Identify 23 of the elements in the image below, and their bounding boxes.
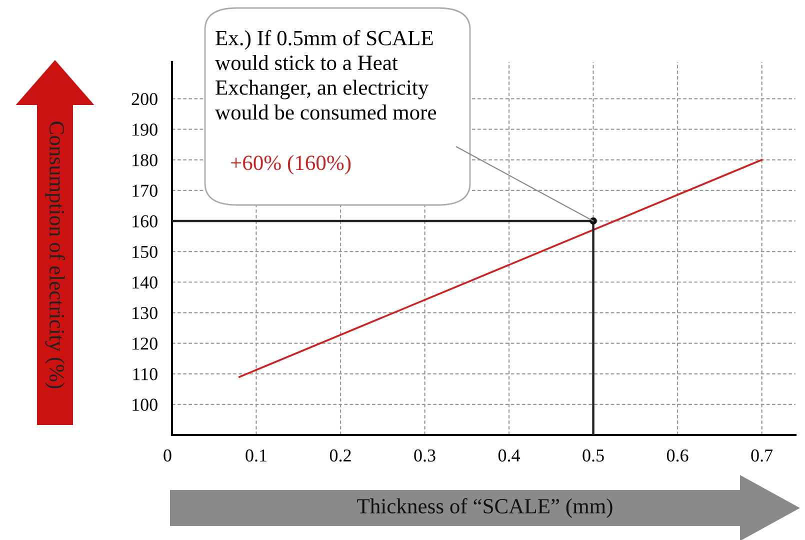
x-axis-title: Thickness of “SCALE” (mm) <box>357 498 612 518</box>
x-tick-label: 0.5 <box>582 449 604 462</box>
y-tick-label: 190 <box>132 124 158 136</box>
y-tick-label: 140 <box>132 276 158 289</box>
y-tick-label: 180 <box>132 154 158 166</box>
y-tick-label: 200 <box>132 92 158 106</box>
x-tick-label: 0.3 <box>414 449 436 462</box>
x-tick-label: 0.6 <box>666 449 688 462</box>
y-tick-label: 110 <box>133 368 158 380</box>
y-axis-title: Consumption of electricity (%) <box>45 122 65 388</box>
y-tick-label: 160 <box>132 215 158 228</box>
y-tick-label: 170 <box>132 184 158 197</box>
x-tick-label: 0.1 <box>246 449 266 462</box>
y-tick-label: 130 <box>132 306 158 320</box>
x-tick-label: 0.7 <box>751 449 773 462</box>
y-tick-label: 150 <box>132 246 158 258</box>
y-tick-label: 120 <box>132 338 158 350</box>
annotation: Ex.) If 0.5mm of SCALE would stick to a Heat Exchanger, an electricity would be consumed more <box>215 30 436 120</box>
x-tick-label: 0 <box>164 449 172 462</box>
y-tick-label: 100 <box>132 398 158 411</box>
x-tick-label: 0.2 <box>330 449 351 462</box>
annotation: +60% (160%) <box>231 155 351 175</box>
x-tick-label: 0.4 <box>498 449 520 462</box>
